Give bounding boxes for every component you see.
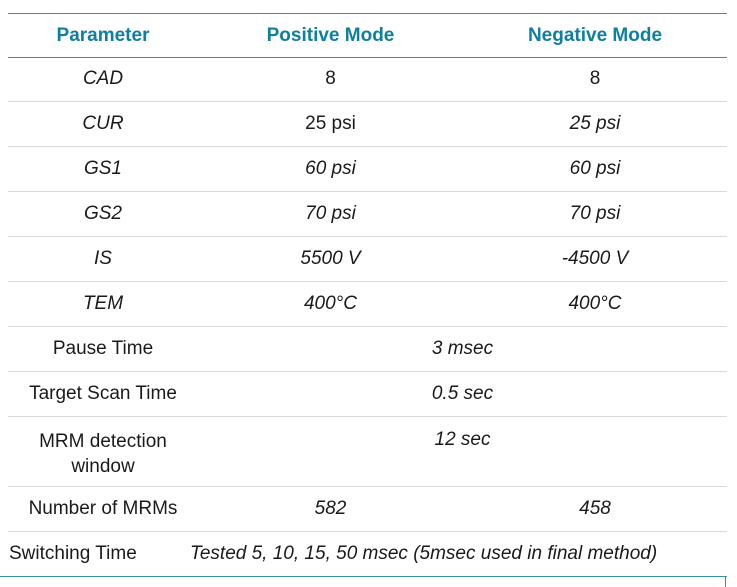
param-gs1: GS1 — [83, 158, 123, 179]
gs1-positive: 60 psi — [305, 158, 356, 179]
header-negative-mode: Negative Mode — [527, 24, 663, 46]
gs1-negative: 60 psi — [569, 158, 621, 179]
cad-negative: 8 — [589, 68, 601, 89]
param-target-scan-time: Target Scan Time — [29, 383, 177, 404]
mrms-negative: 458 — [579, 498, 611, 519]
target-scan-time-value: 0.5 sec — [431, 383, 494, 404]
table-row: Number of MRMs 582 458 — [8, 487, 727, 532]
param-gs2: GS2 — [83, 203, 123, 224]
table-row: CUR 25 psi 25 psi — [8, 102, 727, 147]
param-is: IS — [94, 248, 112, 269]
table-row: GS1 60 psi 60 psi — [8, 147, 727, 192]
header-parameter: Parameter — [56, 24, 150, 46]
table-row: TEM 400°C 400°C — [8, 282, 727, 327]
table-row: GS2 70 psi 70 psi — [8, 192, 727, 237]
cur-positive: 25 psi — [305, 113, 356, 134]
param-number-of-mrms: Number of MRMs — [28, 498, 178, 519]
param-switching-time: Switching Time — [9, 543, 137, 564]
gs2-negative: 70 psi — [569, 203, 621, 224]
switching-time-value: Tested 5, 10, 15, 50 msec (5msec used in… — [190, 543, 658, 564]
header-positive-mode: Positive Mode — [266, 24, 395, 46]
param-tem: TEM — [82, 293, 124, 314]
pause-time-value: 3 msec — [431, 338, 494, 359]
table-row: Switching Time Tested 5, 10, 15, 50 msec… — [0, 532, 727, 577]
cad-positive: 8 — [325, 68, 336, 89]
table-corner-rule — [725, 577, 726, 587]
param-cur: CUR — [82, 113, 124, 134]
tem-negative: 400°C — [568, 293, 622, 314]
table-row: IS 5500 V -4500 V — [8, 237, 727, 282]
is-negative: -4500 V — [561, 248, 629, 269]
cur-negative: 25 psi — [569, 113, 621, 134]
table-header-row: Parameter Positive Mode Negative Mode — [8, 13, 727, 58]
table-row: Target Scan Time 0.5 sec — [8, 372, 727, 417]
mrm-detection-window-value: 12 sec — [434, 429, 491, 450]
tem-positive: 400°C — [303, 293, 358, 314]
param-mrm-detection-window: MRM detection window — [39, 431, 167, 477]
is-positive: 5500 V — [300, 248, 361, 269]
table-row: MRM detection window 12 sec — [8, 417, 727, 487]
param-pause-time: Pause Time — [52, 338, 154, 359]
table-row: CAD 8 8 — [8, 57, 727, 102]
mrms-positive: 582 — [314, 498, 347, 519]
table-row: Pause Time 3 msec — [8, 327, 727, 372]
gs2-positive: 70 psi — [305, 203, 356, 224]
param-cad: CAD — [82, 68, 124, 89]
